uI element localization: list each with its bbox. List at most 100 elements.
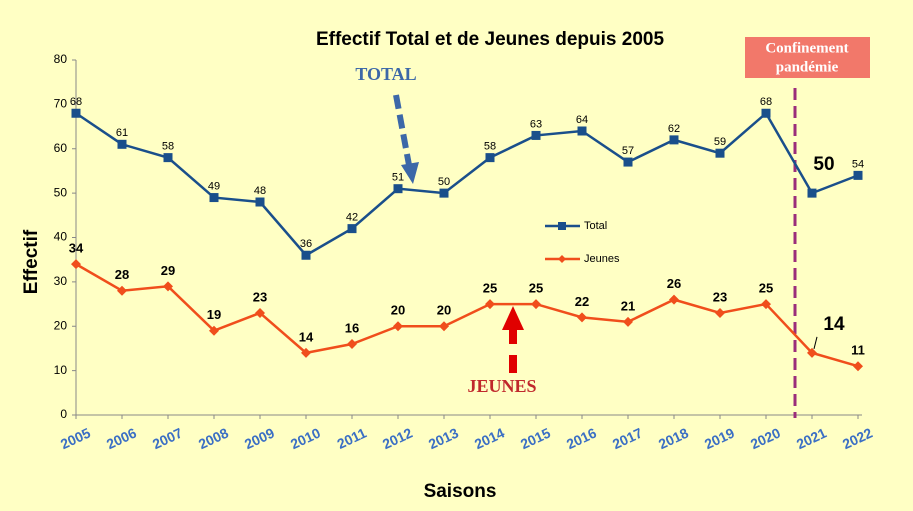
data-label: 48 bbox=[254, 185, 266, 197]
marker bbox=[531, 130, 541, 140]
marker bbox=[163, 281, 173, 292]
series-line bbox=[75, 111, 859, 257]
marker bbox=[623, 316, 633, 327]
marker bbox=[347, 224, 357, 234]
marker bbox=[623, 157, 633, 167]
data-label: 34 bbox=[69, 241, 84, 256]
y-axis-label: Effectif bbox=[21, 229, 42, 294]
annotation: JEUNES bbox=[467, 376, 536, 396]
annotation: TOTAL bbox=[355, 64, 416, 84]
y-tick-label: 10 bbox=[54, 363, 68, 377]
marker bbox=[71, 259, 81, 270]
marker bbox=[715, 307, 725, 318]
marker bbox=[439, 321, 449, 332]
data-label: 11 bbox=[851, 343, 865, 358]
leader-line bbox=[813, 336, 818, 349]
data-label: 49 bbox=[208, 180, 220, 192]
chart-title: Effectif Total et de Jeunes depuis 2005 bbox=[316, 29, 665, 50]
data-label: 68 bbox=[70, 96, 82, 108]
marker bbox=[347, 339, 357, 349]
data-label: 14 bbox=[299, 329, 314, 344]
data-label: 58 bbox=[162, 141, 174, 153]
y-tick-label: 40 bbox=[54, 230, 68, 244]
data-label: 58 bbox=[484, 141, 496, 153]
arrow bbox=[509, 330, 517, 344]
marker bbox=[163, 153, 173, 163]
x-axis-label: Saisons bbox=[424, 481, 497, 502]
marker bbox=[807, 347, 817, 358]
data-label: 19 bbox=[207, 307, 221, 322]
arrow-head bbox=[401, 162, 419, 184]
data-label: 50 bbox=[813, 154, 834, 175]
marker bbox=[669, 135, 679, 145]
arrow bbox=[393, 94, 412, 166]
data-label: 21 bbox=[621, 298, 635, 313]
marker bbox=[209, 325, 219, 336]
arrow-head bbox=[502, 306, 524, 330]
marker bbox=[209, 193, 219, 203]
data-label: 61 bbox=[116, 127, 128, 139]
y-tick-label: 70 bbox=[54, 97, 68, 111]
y-tick-label: 0 bbox=[60, 407, 67, 421]
marker bbox=[485, 153, 495, 163]
marker bbox=[531, 299, 541, 310]
marker bbox=[117, 139, 127, 149]
data-label: 59 bbox=[714, 136, 726, 148]
data-label: 16 bbox=[345, 320, 359, 335]
marker bbox=[853, 170, 863, 180]
marker bbox=[255, 307, 265, 318]
y-tick-label: 30 bbox=[54, 274, 68, 288]
series-line bbox=[75, 263, 859, 368]
data-label: 22 bbox=[575, 294, 589, 309]
data-label: 29 bbox=[161, 263, 175, 278]
data-label: 25 bbox=[483, 281, 497, 296]
data-label: 23 bbox=[713, 289, 727, 304]
data-label: 20 bbox=[437, 303, 451, 318]
annotation: pandémie bbox=[776, 59, 839, 75]
data-label: 63 bbox=[530, 118, 542, 130]
data-label: 25 bbox=[529, 281, 543, 296]
data-label: 20 bbox=[391, 303, 405, 318]
data-label: 36 bbox=[300, 238, 312, 250]
y-tick-label: 50 bbox=[54, 185, 68, 199]
legend-label: Jeunes bbox=[584, 253, 620, 265]
annotation: Confinement bbox=[765, 40, 848, 56]
marker bbox=[853, 361, 863, 372]
data-label: 68 bbox=[760, 96, 772, 108]
marker bbox=[301, 347, 311, 358]
legend-marker bbox=[558, 222, 566, 230]
marker bbox=[761, 299, 771, 310]
data-label: 23 bbox=[253, 289, 267, 304]
data-label: 50 bbox=[438, 176, 450, 188]
data-label: 26 bbox=[667, 276, 681, 291]
data-label: 51 bbox=[392, 172, 404, 184]
marker bbox=[485, 299, 495, 310]
data-label: 57 bbox=[622, 145, 634, 157]
y-tick-label: 60 bbox=[54, 141, 68, 155]
data-label: 25 bbox=[759, 281, 773, 296]
marker bbox=[301, 250, 311, 260]
marker bbox=[255, 197, 265, 207]
marker bbox=[715, 148, 725, 158]
annotation-box bbox=[745, 37, 870, 78]
marker bbox=[669, 294, 679, 305]
y-tick-label: 20 bbox=[54, 318, 68, 332]
data-label: 42 bbox=[346, 212, 358, 224]
marker bbox=[393, 321, 403, 332]
arrow bbox=[509, 355, 517, 373]
marker bbox=[577, 126, 587, 136]
marker bbox=[577, 312, 587, 323]
marker bbox=[393, 184, 403, 194]
data-label: 54 bbox=[852, 158, 864, 170]
data-label: 62 bbox=[668, 123, 680, 135]
data-label: 14 bbox=[823, 314, 845, 335]
legend-marker bbox=[558, 255, 566, 263]
legend-label: Total bbox=[584, 220, 607, 232]
marker bbox=[439, 188, 449, 198]
data-label: 64 bbox=[576, 114, 588, 126]
data-label: 28 bbox=[115, 267, 129, 282]
y-tick-label: 80 bbox=[54, 52, 68, 66]
marker bbox=[761, 108, 771, 118]
